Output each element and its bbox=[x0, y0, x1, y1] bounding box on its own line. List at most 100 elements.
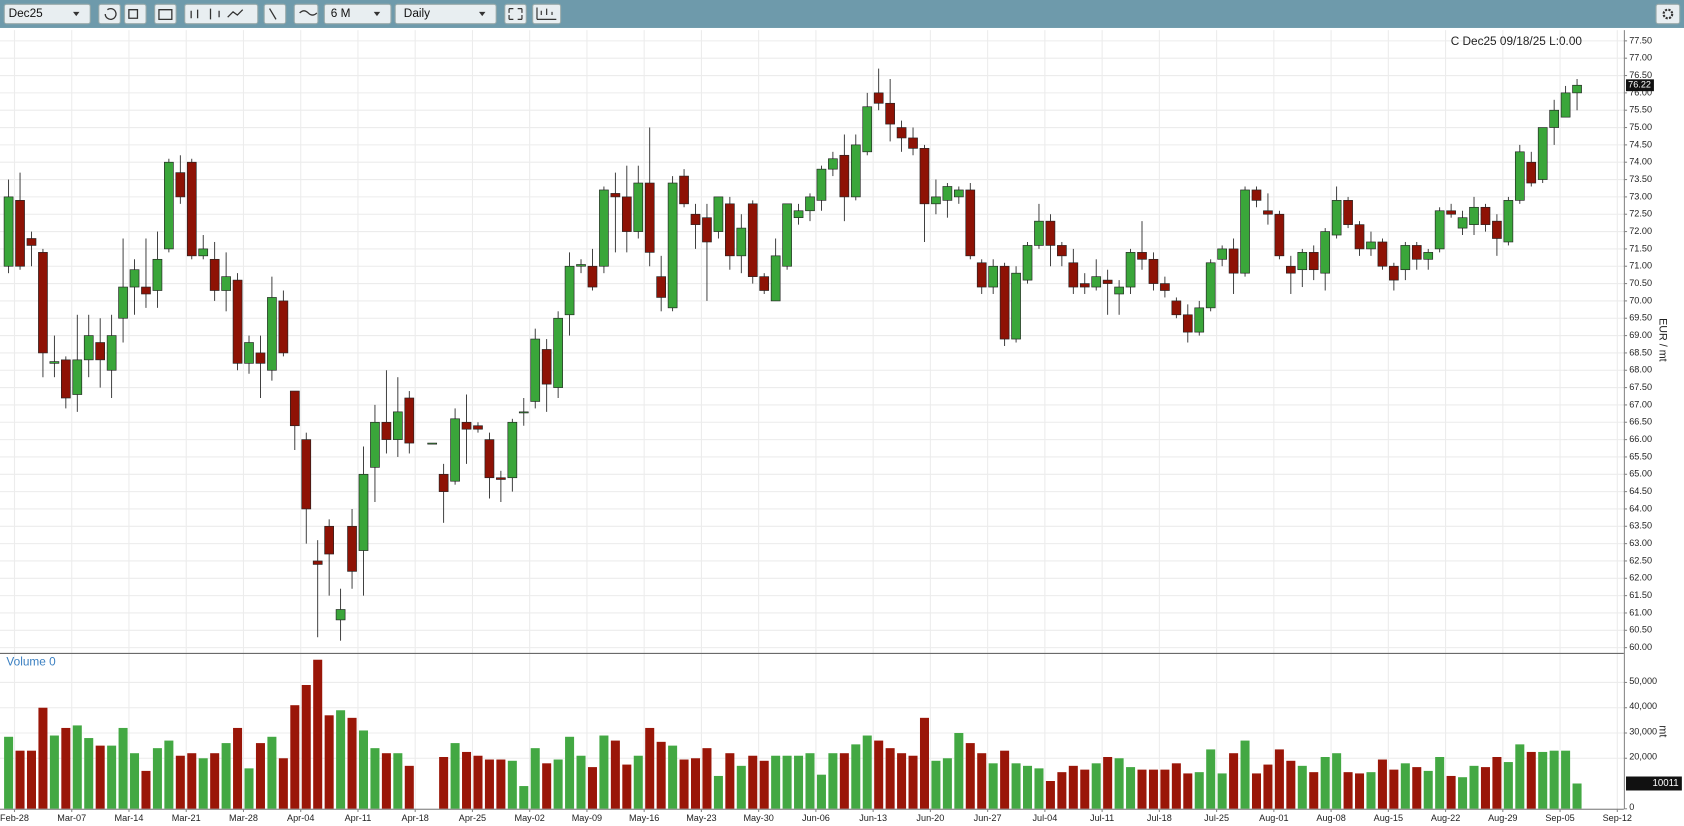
candle-body bbox=[1125, 252, 1136, 288]
candle-body bbox=[793, 210, 804, 219]
volume-bar bbox=[507, 760, 517, 809]
volume-bar bbox=[702, 748, 712, 809]
y-tick-label: 65.00 bbox=[1629, 469, 1652, 479]
candle-body bbox=[1366, 241, 1376, 250]
volume-bar bbox=[1263, 764, 1273, 809]
y-tick-label: 30,000 bbox=[1629, 726, 1657, 736]
volume-bar bbox=[1194, 772, 1204, 809]
volume-bar bbox=[1103, 756, 1113, 809]
candle-body bbox=[1102, 279, 1113, 284]
volume-bar bbox=[1458, 777, 1468, 809]
candle-body bbox=[828, 158, 838, 170]
volume-bar bbox=[1229, 753, 1239, 809]
volume-bar bbox=[164, 740, 174, 809]
x-tick-label: Sep-12 bbox=[1603, 813, 1632, 823]
study-button[interactable] bbox=[293, 3, 319, 25]
x-tick-label: Jul-25 bbox=[1204, 813, 1229, 823]
candle-body bbox=[896, 127, 907, 139]
x-tick-label: Jun-27 bbox=[974, 813, 1002, 823]
last-volume-box bbox=[1626, 776, 1682, 791]
period-dropdown[interactable] bbox=[323, 3, 392, 25]
x-tick-label: Mar-21 bbox=[172, 813, 201, 823]
volume-bar bbox=[267, 736, 277, 809]
volume-bar bbox=[553, 759, 563, 809]
volume-bar bbox=[725, 753, 735, 809]
volume-bar bbox=[95, 745, 105, 809]
volume-bar bbox=[931, 760, 941, 809]
x-tick-label: Jul-18 bbox=[1147, 813, 1172, 823]
chart-type-buttons[interactable] bbox=[184, 3, 259, 25]
x-tick-label: May-02 bbox=[514, 813, 544, 823]
candle-body bbox=[518, 411, 529, 414]
candle-body bbox=[1148, 258, 1159, 284]
volume-bar bbox=[942, 758, 952, 809]
x-tick-label: Aug-08 bbox=[1316, 813, 1345, 823]
candle-body bbox=[1446, 210, 1456, 215]
volume-bar bbox=[736, 765, 746, 809]
volume-bar bbox=[519, 786, 529, 809]
undo-button[interactable] bbox=[98, 3, 121, 25]
y-tick-label: 71.50 bbox=[1629, 243, 1652, 253]
volume-bar bbox=[1080, 769, 1090, 809]
candle-body bbox=[816, 168, 827, 201]
volume-bar bbox=[210, 753, 220, 809]
y-tick-label: 66.00 bbox=[1629, 434, 1652, 444]
volume-bar bbox=[1091, 763, 1101, 809]
volume-bar bbox=[1160, 769, 1170, 809]
candle-body bbox=[1228, 248, 1239, 274]
candle-body bbox=[1480, 206, 1491, 225]
volume-bar bbox=[130, 753, 140, 809]
x-tick-label: Jun-06 bbox=[802, 813, 830, 823]
volume-bar bbox=[1332, 753, 1342, 809]
candle-body bbox=[713, 196, 724, 232]
volume-bar bbox=[1023, 765, 1033, 809]
candle-body bbox=[1034, 220, 1044, 246]
volume-bar bbox=[1274, 749, 1284, 809]
volume-bar bbox=[748, 755, 758, 809]
candle-body bbox=[152, 258, 163, 291]
x-tick-label: Mar-28 bbox=[229, 813, 258, 823]
volume-bar bbox=[576, 755, 586, 809]
candle-body bbox=[1137, 252, 1147, 260]
volume-bar bbox=[885, 748, 895, 809]
candle-body bbox=[438, 473, 449, 492]
candle-body bbox=[255, 352, 266, 364]
draw-button[interactable] bbox=[263, 3, 287, 25]
candle-body bbox=[1389, 265, 1399, 281]
candle-body bbox=[1171, 300, 1182, 316]
copy-button[interactable] bbox=[124, 3, 147, 25]
candle-body bbox=[621, 196, 632, 232]
x-tick-label: Aug-15 bbox=[1374, 813, 1403, 823]
y-tick-label: 77.50 bbox=[1629, 35, 1652, 45]
candle-body bbox=[1274, 213, 1285, 257]
settings-button[interactable] bbox=[1655, 3, 1681, 25]
volume-bar bbox=[668, 745, 678, 809]
candle-body bbox=[553, 317, 563, 388]
volume-bar bbox=[610, 740, 620, 809]
symbol-dropdown[interactable] bbox=[3, 3, 91, 25]
y-tick-label: 61.50 bbox=[1629, 590, 1652, 600]
volume-axis-label: mt bbox=[1657, 725, 1669, 737]
candle-body bbox=[1091, 276, 1102, 288]
candle-body bbox=[1217, 248, 1227, 260]
volume-bar bbox=[1286, 760, 1296, 809]
candle-body bbox=[141, 286, 151, 295]
volume-bar bbox=[72, 725, 82, 809]
volume-bar bbox=[1045, 781, 1055, 809]
volume-bar bbox=[1400, 763, 1410, 809]
candle-body bbox=[164, 161, 174, 250]
fullscreen-button[interactable] bbox=[504, 3, 527, 25]
dropdown-arrow bbox=[373, 11, 381, 17]
candle-body bbox=[1205, 262, 1216, 309]
candle-body bbox=[1434, 210, 1445, 250]
interval-dropdown[interactable] bbox=[394, 3, 497, 25]
candle-body bbox=[198, 248, 209, 257]
candle-body bbox=[404, 397, 415, 444]
candle-body bbox=[725, 203, 735, 257]
y-tick-label: 61.00 bbox=[1629, 607, 1652, 617]
y-tick-label: 65.50 bbox=[1629, 451, 1652, 461]
grid bbox=[0, 30, 1624, 810]
chart-button[interactable] bbox=[154, 3, 177, 25]
